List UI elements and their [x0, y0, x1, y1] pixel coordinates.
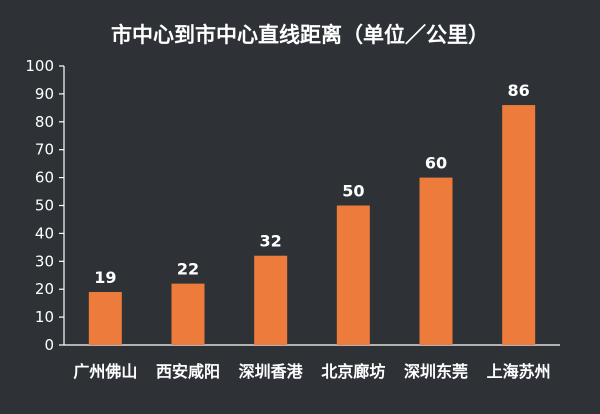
y-tick-label: 10	[35, 308, 54, 326]
bar	[171, 283, 205, 345]
y-tick-label: 70	[35, 141, 54, 159]
data-label: 19	[94, 268, 116, 287]
category-label: 广州佛山	[73, 362, 137, 381]
y-tick-label: 80	[35, 113, 54, 131]
y-tick-label: 20	[35, 280, 54, 298]
data-label: 50	[342, 182, 364, 201]
chart-title: 市中心到市中心直线距离（单位／公里）	[111, 23, 489, 47]
y-tick-label: 50	[35, 197, 54, 215]
y-tick-label: 40	[35, 224, 54, 242]
bar	[336, 205, 370, 345]
x-axis-categories: 广州佛山 西安咸阳 深圳香港 北京廊坊 深圳东莞 上海苏州	[73, 362, 550, 381]
category-label: 上海苏州	[487, 362, 551, 381]
category-label: 深圳东莞	[404, 362, 468, 381]
bars	[88, 105, 536, 345]
bar	[502, 105, 536, 345]
category-label: 北京廊坊	[321, 362, 385, 381]
y-tick-label: 60	[35, 169, 54, 187]
y-tick-label: 30	[35, 252, 54, 270]
data-label: 60	[425, 154, 447, 173]
y-tick-label: 100	[25, 57, 54, 75]
data-label: 86	[508, 81, 530, 100]
y-tick-label: 0	[44, 336, 54, 354]
category-label: 深圳香港	[239, 362, 304, 381]
bar	[419, 177, 453, 345]
y-axis: 0 10 20 30 40 50 60 70 80 90 100	[25, 57, 560, 354]
data-label: 22	[177, 260, 199, 279]
data-label: 32	[260, 232, 282, 251]
y-tick-label: 90	[35, 85, 54, 103]
bar	[88, 291, 122, 345]
bar	[254, 255, 288, 345]
data-labels: 19 22 32 50 60 86	[94, 81, 530, 287]
category-label: 西安咸阳	[156, 362, 220, 381]
